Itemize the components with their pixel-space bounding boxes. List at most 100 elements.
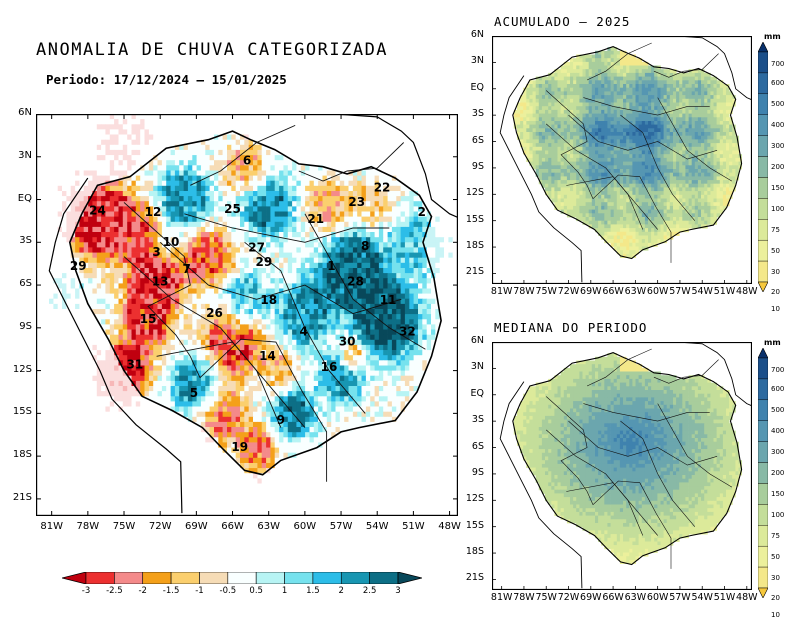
main-lon-label: 57W: [328, 521, 354, 532]
anomaly-colorbar: [62, 572, 422, 584]
mediana-scale-label: 30: [771, 574, 780, 582]
region-label: 18: [260, 293, 277, 307]
acumulado-lat-label: EQ: [462, 82, 484, 93]
scale-segment: [758, 442, 768, 463]
region-label: 8: [361, 239, 369, 253]
scale-segment: [758, 73, 768, 94]
scale-segment: [758, 421, 768, 442]
colorbar-tick-label: 1: [270, 586, 300, 596]
colorbar-segment: [313, 572, 341, 584]
region-label: 5: [190, 386, 198, 400]
region-label: 23: [348, 195, 365, 209]
acumulado-lat-label: 12S: [462, 187, 484, 198]
mediana-lat-label: 15S: [462, 520, 484, 531]
acumulado-lat-label: 18S: [462, 240, 484, 251]
colorbar-tick-label: -1.5: [156, 586, 186, 596]
acumulado-scale-label: 200: [771, 163, 784, 171]
colorbar-segment: [341, 572, 369, 584]
scale-segment: [758, 400, 768, 421]
scale-segment: [758, 358, 768, 379]
period-label: Periodo: 17/12/2024 – 15/01/2025: [46, 72, 287, 87]
region-label: 30: [339, 335, 356, 349]
region-label: 29: [70, 259, 87, 273]
region-label: 13: [152, 275, 169, 289]
colorbar-segment: [370, 572, 398, 584]
mediana-scale-bar: [758, 348, 768, 598]
region-label: 6: [243, 154, 251, 168]
region-label: 1: [327, 259, 335, 273]
region-label: 2: [418, 205, 426, 219]
mediana-scale-label: 100: [771, 511, 784, 519]
mediana-lat-label: 18S: [462, 546, 484, 557]
main-lat-label: 6S: [6, 278, 32, 289]
mediana-lat-label: 3N: [462, 361, 484, 372]
mediana-lat-label: 21S: [462, 572, 484, 583]
region-label: 32: [399, 325, 416, 339]
colorbar-segment: [256, 572, 284, 584]
region-label: 10: [163, 235, 180, 249]
mediana-lat-label: EQ: [462, 388, 484, 399]
mediana-lat-label: 6S: [462, 441, 484, 452]
acumulado-scale-bar: [758, 42, 768, 292]
scale-segment: [758, 261, 768, 282]
main-lon-label: 78W: [75, 521, 101, 532]
region-label: 19: [231, 440, 248, 454]
main-lat-label: 21S: [6, 492, 32, 503]
region-label: 28: [347, 275, 364, 289]
colorbar-tick-label: 2.5: [355, 586, 385, 596]
colorbar-tick-label: -2.5: [99, 586, 129, 596]
colorbar-tick-label: -3: [71, 586, 101, 596]
acumulado-scale-label: 600: [771, 79, 784, 87]
mediana-lat-label: 6N: [462, 335, 484, 346]
scale-segment: [758, 115, 768, 136]
mediana-scale-label: 600: [771, 385, 784, 393]
main-lon-label: 63W: [256, 521, 282, 532]
region-label: 3: [152, 245, 160, 259]
scale-top-arrow: [758, 348, 768, 358]
region-label: 25: [224, 202, 241, 216]
main-lon-label: 60W: [292, 521, 318, 532]
acumulado-lat-label: 6S: [462, 135, 484, 146]
colorbar-right-arrow: [398, 572, 422, 584]
main-lon-label: 69W: [183, 521, 209, 532]
colorbar-segment: [171, 572, 199, 584]
scale-segment: [758, 52, 768, 73]
mediana-scale-label: 20: [771, 594, 780, 602]
mediana-scale-label: 700: [771, 366, 784, 374]
scale-segment: [758, 157, 768, 178]
acumulado-scale-label: 500: [771, 100, 784, 108]
colorbar-segment: [199, 572, 227, 584]
main-lat-label: EQ: [6, 193, 32, 204]
mediana-lat-label: 3S: [462, 414, 484, 425]
acumulado-scale-label: 75: [771, 226, 780, 234]
colorbar-tick-label: 0.5: [241, 586, 271, 596]
main-lat-label: 12S: [6, 364, 32, 375]
main-map-title: ANOMALIA DE CHUVA CATEGORIZADA: [36, 40, 388, 60]
acumulado-map: [492, 36, 752, 284]
main-lat-label: 3N: [6, 150, 32, 161]
colorbar-tick-label: -1: [184, 586, 214, 596]
mediana-unit: mm: [764, 338, 781, 347]
main-lon-label: 72W: [147, 521, 173, 532]
mediana-scale-label: 75: [771, 532, 780, 540]
field-cells: [36, 114, 458, 516]
mediana-map: [492, 342, 752, 590]
region-label: 24: [89, 203, 106, 217]
acumulado-scale-label: 50: [771, 247, 780, 255]
colorbar-segment: [114, 572, 142, 584]
main-lat-label: 6N: [6, 107, 32, 118]
acumulado-scale-label: 100: [771, 205, 784, 213]
colorbar-segment: [228, 572, 256, 584]
acumulado-lat-label: 21S: [462, 266, 484, 277]
colorbar-tick-label: 3: [383, 586, 413, 596]
scale-segment: [758, 567, 768, 588]
acumulado-title: ACUMULADO – 2025: [494, 14, 630, 29]
mediana-scale-label: 50: [771, 553, 780, 561]
region-label: 21: [307, 212, 324, 226]
scale-segment: [758, 94, 768, 115]
acumulado-lon-label: 48W: [734, 286, 760, 297]
region-label: 7: [183, 262, 191, 276]
acumulado-lat-label: 6N: [462, 29, 484, 40]
scale-segment: [758, 483, 768, 504]
